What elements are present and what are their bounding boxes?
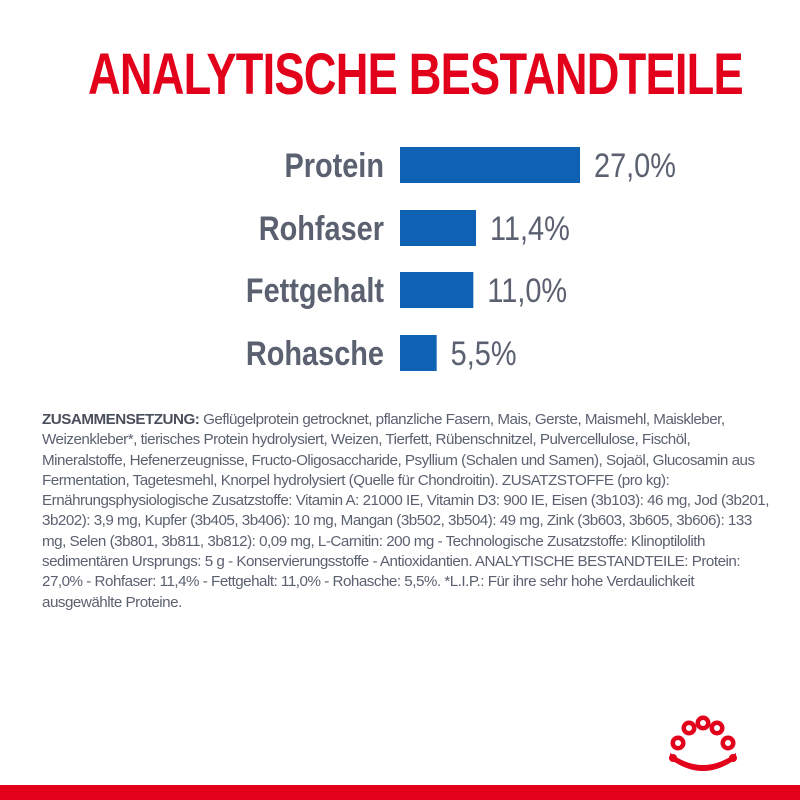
value-label-rohasche: 5,5% xyxy=(451,334,517,373)
bottom-stripe xyxy=(0,785,800,800)
bar-label-rohfaser: Rohfaser xyxy=(259,209,384,248)
bar-label-fettgehalt: Fettgehalt xyxy=(246,271,385,310)
bar-rohfaser xyxy=(400,210,476,246)
crown-icon xyxy=(669,715,737,771)
value-label-protein: 27,0% xyxy=(594,146,676,185)
composition-body: Geflügelprotein getrocknet, pflanzliche … xyxy=(42,411,769,611)
bar-label-protein: Protein xyxy=(284,146,384,185)
value-label-rohfaser: 11,4% xyxy=(490,209,570,248)
value-label-fettgehalt: 11,0% xyxy=(487,271,567,310)
bar-chart: Protein 27,0% Rohfaser 11,4% Fettgehalt 11,0%… xyxy=(246,146,676,373)
bar-label-rohasche: Rohasche xyxy=(246,334,384,373)
bar-fettgehalt xyxy=(400,272,474,308)
composition-text: ZUSAMMENSETZUNG: Geflügelprotein getrock… xyxy=(42,410,772,613)
page-title: ANALYTISCHE BESTANDTEILE xyxy=(88,42,744,107)
composition-heading: ZUSAMMENSETZUNG: xyxy=(42,411,200,428)
bar-rohasche xyxy=(400,335,437,371)
bar-protein xyxy=(400,147,580,183)
